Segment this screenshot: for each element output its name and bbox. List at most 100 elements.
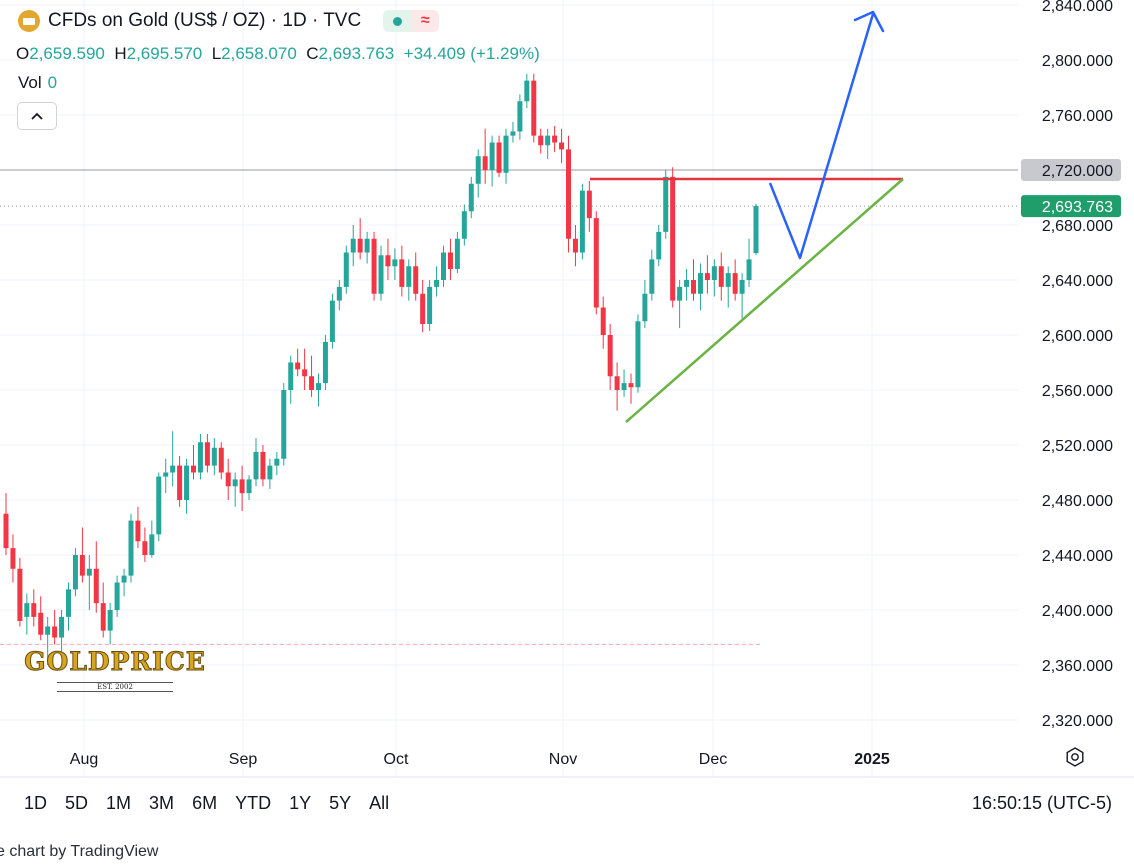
goldprice-logo: GOLDPRICE EST. 2002	[22, 647, 208, 694]
candle	[468, 176, 474, 219]
candle-body	[267, 465, 273, 480]
candle	[642, 280, 648, 329]
candle	[739, 273, 745, 319]
candle	[232, 472, 238, 507]
candle-body	[322, 341, 328, 384]
candle	[246, 475, 252, 500]
range-1m[interactable]: 1M	[106, 793, 132, 813]
candle-body	[336, 286, 342, 301]
candle-body	[656, 231, 662, 260]
candle-body	[406, 266, 412, 287]
candle	[17, 557, 23, 627]
candle-body	[45, 626, 51, 635]
drawings	[590, 10, 904, 423]
candle-body	[579, 190, 585, 253]
low-value: 2,658.070	[221, 44, 297, 63]
x-tick-label: Sep	[229, 751, 258, 768]
candle-body	[447, 252, 453, 269]
candle-body	[260, 451, 266, 480]
candle-body	[434, 280, 440, 287]
candle	[621, 369, 627, 397]
candle-body	[211, 447, 217, 466]
candle-body	[392, 259, 398, 267]
candle	[170, 431, 176, 487]
candle	[72, 548, 78, 597]
candle	[135, 506, 141, 549]
y-tick-label: 2,400.000	[1042, 603, 1113, 620]
candle	[66, 582, 71, 631]
range-1y[interactable]: 1Y	[289, 793, 312, 813]
candle	[322, 335, 328, 390]
candle	[711, 259, 717, 297]
settings-gear-icon[interactable]	[1064, 746, 1086, 773]
candle	[663, 170, 669, 239]
range-all[interactable]: All	[369, 793, 390, 813]
candle-body	[142, 541, 148, 555]
candle	[31, 589, 37, 627]
ohlc-values: O2,659.590 H2,695.570 L2,658.070 C2,693.…	[16, 44, 540, 63]
range-ytd[interactable]: YTD	[235, 793, 272, 813]
open-value: 2,659.590	[29, 44, 105, 63]
candle	[309, 355, 315, 397]
candle	[24, 593, 30, 635]
market-open-dot-icon	[383, 10, 412, 32]
green-support-trendline[interactable]	[625, 178, 904, 423]
candle	[45, 616, 51, 665]
tradingview-credit[interactable]: e chart by TradingView	[0, 843, 159, 860]
candle-body	[232, 479, 238, 487]
candle	[441, 245, 446, 287]
candle-body	[489, 142, 495, 170]
candle	[197, 434, 203, 480]
range-6m[interactable]: 6M	[192, 793, 218, 813]
candle-body	[316, 383, 321, 390]
candle-body	[52, 626, 58, 638]
candle	[732, 259, 738, 301]
candle-body	[427, 286, 433, 324]
time-axis[interactable]: Aug Sep Oct Nov Dec 2025	[70, 751, 890, 768]
candle-body	[191, 465, 196, 473]
x-tick-label: Oct	[384, 751, 409, 768]
candle	[524, 73, 530, 109]
candle-body	[329, 300, 335, 342]
collapse-legend-button[interactable]	[17, 102, 57, 130]
candle	[371, 231, 377, 301]
candle	[86, 555, 92, 610]
candle-body	[72, 555, 78, 590]
candle	[517, 94, 523, 140]
candle-body	[746, 259, 752, 280]
candle-body	[274, 458, 280, 466]
range-3m[interactable]: 3M	[149, 793, 175, 813]
candle	[107, 603, 113, 645]
candle	[503, 128, 509, 184]
chart-title[interactable]: CFDs on Gold (US$ / OZ) · 1D · TVC	[48, 10, 362, 31]
price-axis[interactable]: 2,320.000 2,360.000 2,400.000 2,440.000 2,48…	[1042, 0, 1113, 730]
candle	[413, 252, 419, 301]
candle-body	[197, 442, 203, 473]
last-price-tag: 2,693.763	[1021, 195, 1121, 218]
candle-body	[17, 568, 23, 621]
range-1d[interactable]: 1D	[24, 793, 48, 813]
market-status-pill[interactable]: ≈	[383, 10, 440, 32]
candle	[566, 135, 571, 253]
candle-body	[677, 286, 683, 301]
blue-projection-path[interactable]	[768, 13, 875, 260]
candle-body	[59, 616, 65, 638]
candle-body	[357, 238, 363, 253]
range-5d[interactable]: 5D	[65, 793, 89, 813]
range-5y[interactable]: 5Y	[329, 793, 352, 813]
candle-body	[711, 266, 717, 280]
candle-body	[621, 383, 627, 390]
candle	[336, 280, 342, 311]
candle	[496, 135, 502, 177]
candle-body	[503, 135, 509, 173]
timezone-clock[interactable]: 16:50:15 (UTC-5)	[971, 793, 1112, 813]
y-tick-label: 2,360.000	[1042, 658, 1113, 675]
candle	[288, 355, 294, 404]
candle-body	[100, 603, 106, 631]
candle-body	[128, 520, 134, 576]
x-tick-label: Dec	[699, 751, 727, 768]
x-tick-label: 2025	[854, 751, 890, 768]
candle-body	[496, 142, 502, 173]
candle-body	[38, 612, 44, 635]
